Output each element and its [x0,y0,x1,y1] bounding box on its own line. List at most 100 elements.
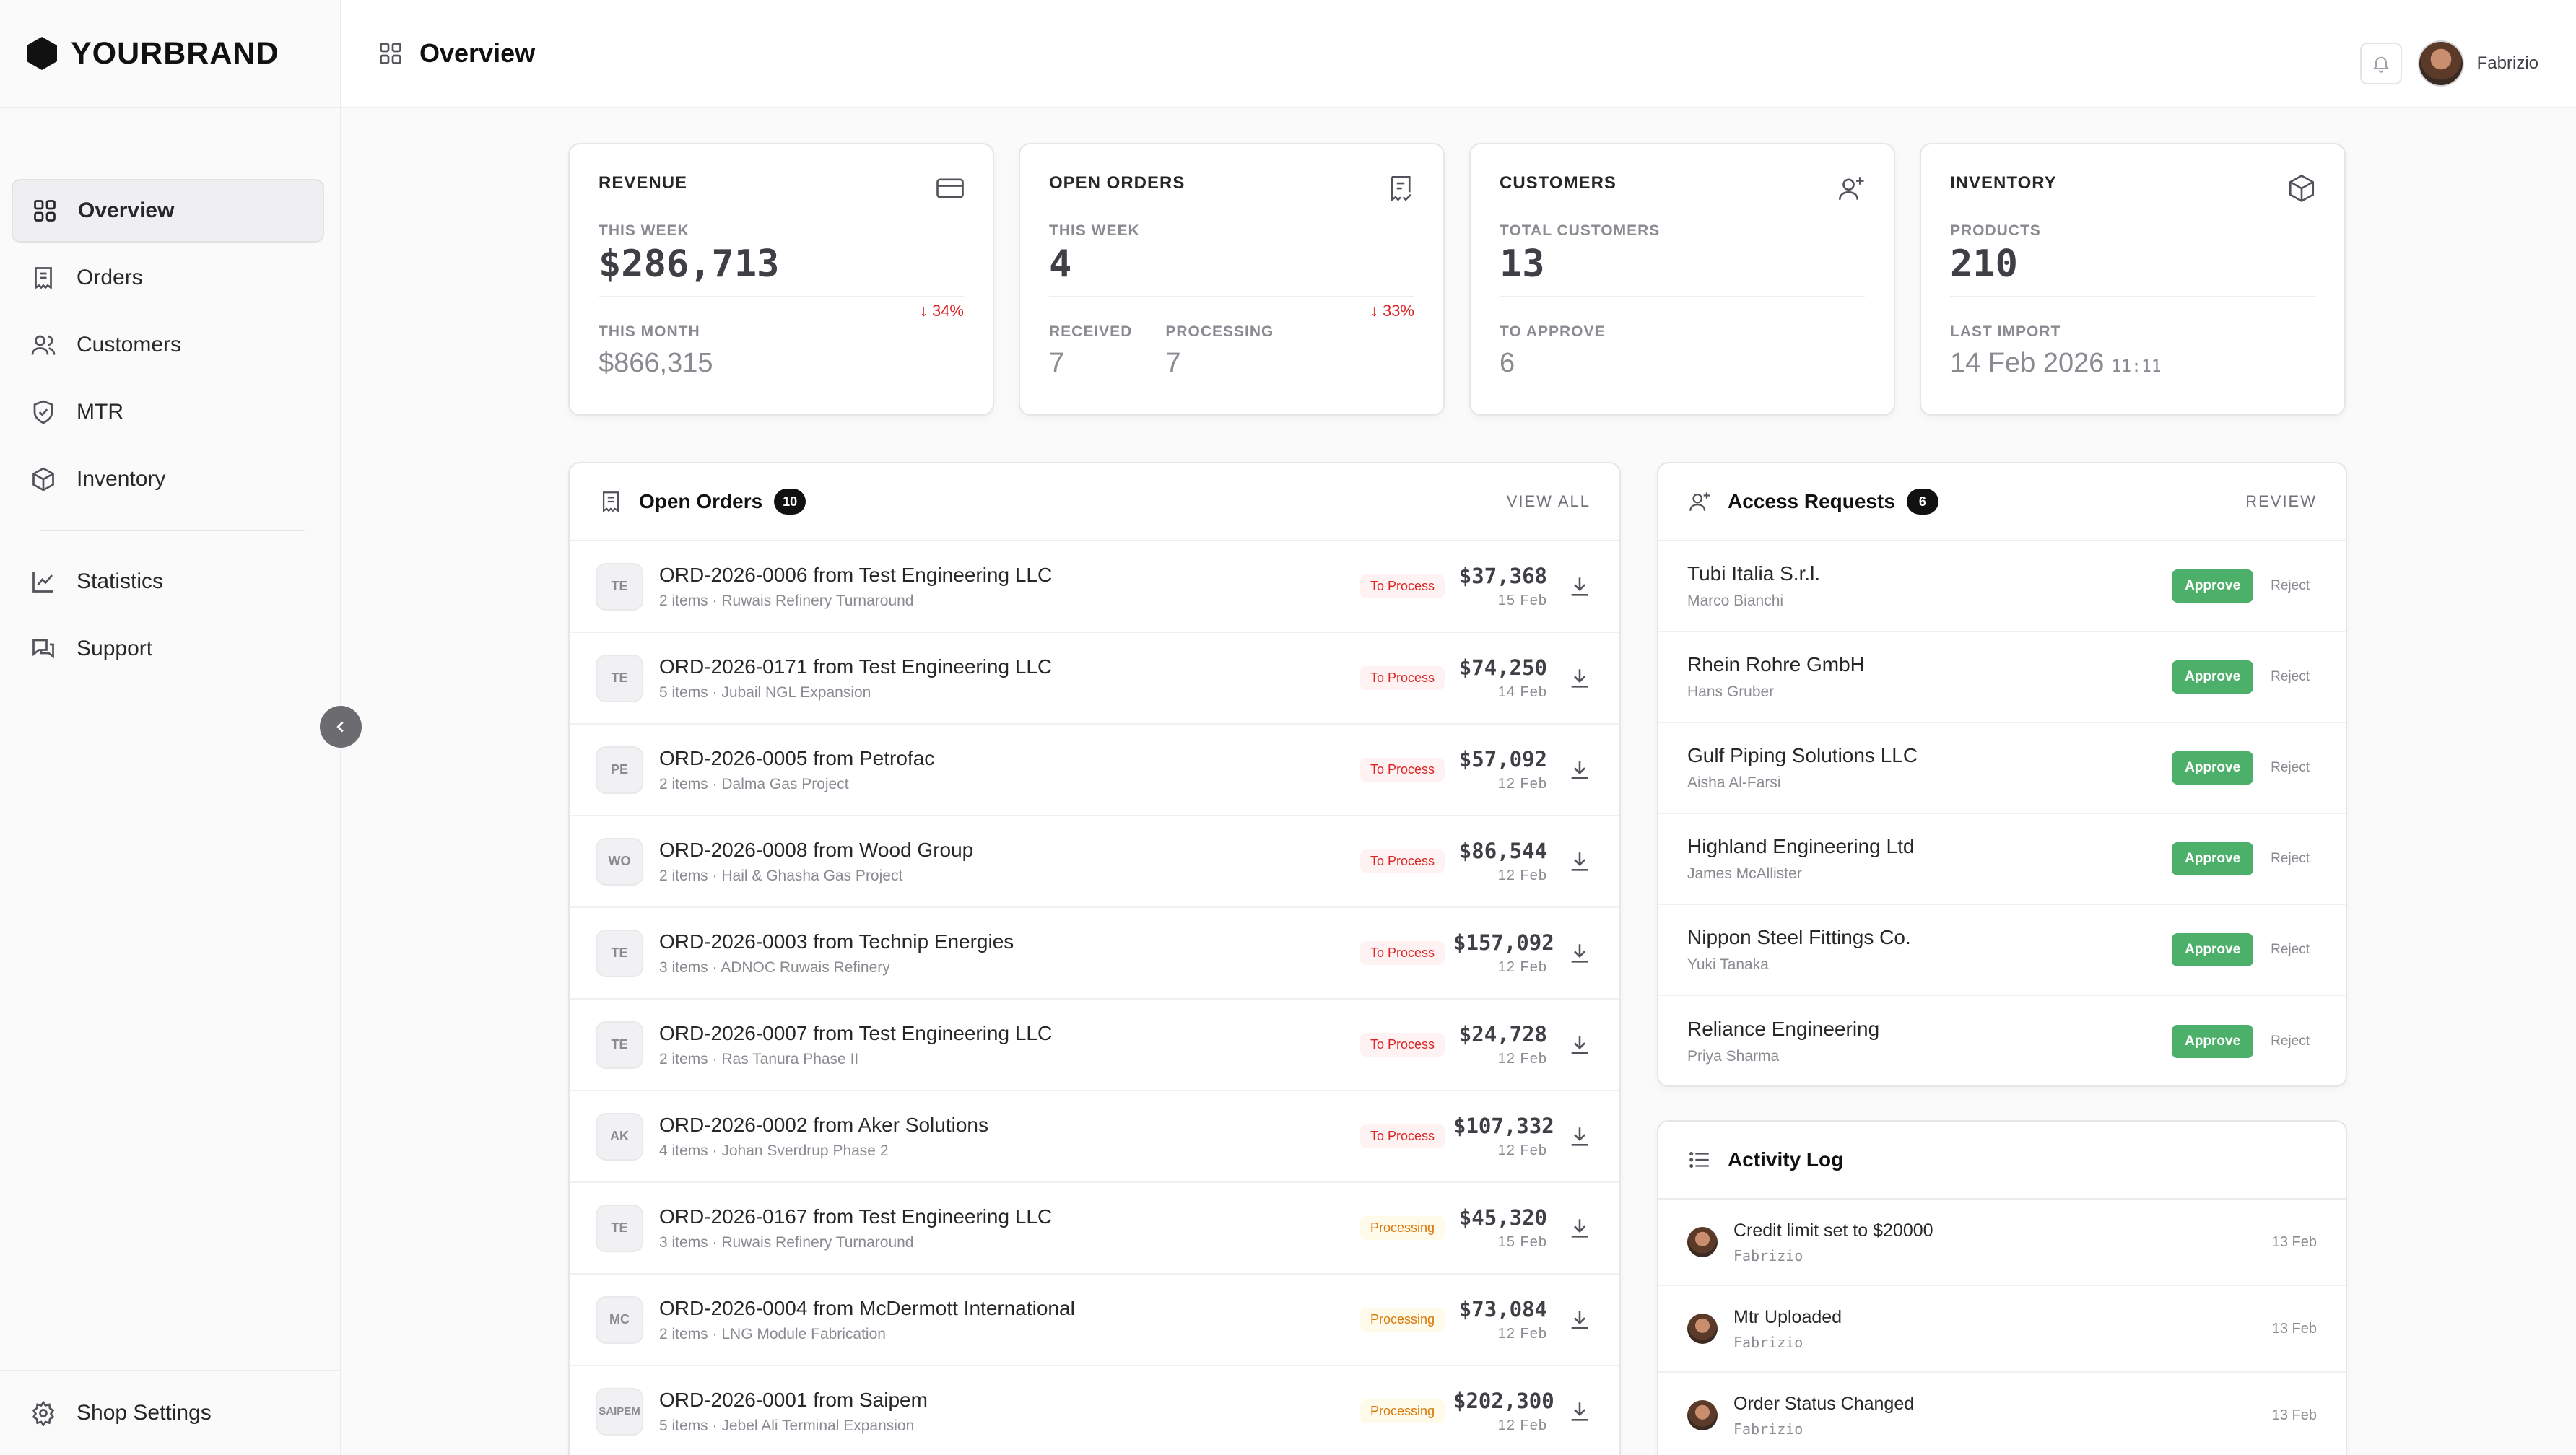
sidebar-item-overview[interactable]: Overview [12,179,324,242]
download-icon[interactable] [1567,1216,1592,1241]
sidebar-item-mtr[interactable]: MTR [12,380,324,444]
reject-button[interactable]: Reject [2271,760,2310,775]
order-row[interactable]: SAIPEM ORD-2026-0001 from Saipem 5 items ·… [570,1366,1619,1455]
approve-button[interactable]: Approve [2172,842,2254,875]
contact-name: Hans Gruber [1687,683,1775,700]
card-secondary-value: 7 [1165,348,1181,378]
download-icon[interactable] [1567,758,1592,782]
sidebar-item-statistics[interactable]: Statistics [12,550,324,613]
sidebar-item-inventory[interactable]: Inventory [12,447,324,511]
download-icon[interactable] [1567,1124,1592,1149]
sidebar-item-customers[interactable]: Customers [12,313,324,377]
order-info: ORD-2026-0006 from Test Engineering LLC 2… [659,564,1052,610]
delta-badge: ↓ 33% [1370,302,1414,320]
order-row[interactable]: AK ORD-2026-0002 from Aker Solutions 4 ite… [570,1091,1619,1183]
download-icon[interactable] [1567,849,1592,874]
collapse-sidebar-button[interactable] [320,706,362,748]
shop-settings-label: Shop Settings [77,1401,212,1425]
order-row[interactable]: WO ORD-2026-0008 from Wood Group 2 items ·… [570,816,1619,908]
card-label: THIS WEEK [1049,222,1140,239]
divider [1950,296,2315,297]
access-request-row: Highland Engineering Ltd James McAllister… [1658,814,2346,905]
open-orders-card[interactable]: OPEN ORDERS THIS WEEK 4 ↓ 33% RECEIVED 7… [1019,143,1445,416]
order-info: ORD-2026-0007 from Test Engineering LLC 2… [659,1022,1052,1068]
shield-check-icon [33,400,53,424]
order-date: 12 Feb [1497,1326,1547,1342]
reject-button[interactable]: Reject [2271,669,2310,684]
shop-settings-link[interactable]: Shop Settings [0,1370,340,1455]
access-request-row: Reliance Engineering Priya Sharma Approve R… [1658,996,2346,1085]
brand[interactable]: YOURBRAND [0,0,340,108]
view-all-link[interactable]: VIEW ALL [1506,492,1591,510]
status-badge: To Process [1359,941,1445,965]
access-request-row: Gulf Piping Solutions LLC Aisha Al-Farsi A… [1658,723,2346,814]
download-icon[interactable] [1567,1308,1592,1332]
order-date: 12 Feb [1497,959,1547,975]
sidebar-item-orders[interactable]: Orders [12,246,324,310]
order-meta: To Process $24,728 12 Feb [1359,1022,1592,1067]
order-row[interactable]: TE ORD-2026-0167 from Test Engineering LL… [570,1183,1619,1275]
order-row[interactable]: PE ORD-2026-0005 from Petrofac 2 items · D… [570,725,1619,816]
user-name[interactable]: Fabrizio [2476,53,2538,73]
access-request-row: Rhein Rohre GmbH Hans Gruber Approve Reject [1658,632,2346,723]
sidebar-item-support[interactable]: Support [12,617,324,681]
approve-button[interactable]: Approve [2172,569,2254,603]
activity-title: Mtr Uploaded [1733,1306,1842,1327]
count-badge: 10 [774,489,806,515]
download-icon[interactable] [1567,1033,1592,1057]
revenue-card[interactable]: REVENUE THIS WEEK $286,713 ↓ 34% THIS MO… [568,143,994,416]
order-title: ORD-2026-0002 from Aker Solutions [659,1113,988,1136]
receipt-check-icon [1391,175,1411,202]
download-icon[interactable] [1567,666,1592,691]
approve-button[interactable]: Approve [2172,933,2254,966]
order-row[interactable]: TE ORD-2026-0171 from Test Engineering LL… [570,633,1619,725]
receipt-icon [35,267,52,290]
customers-card[interactable]: CUSTOMERS TOTAL CUSTOMERS 13 TO APPROVE … [1469,143,1895,416]
company-name: Highland Engineering Ltd [1687,835,1915,857]
order-row[interactable]: TE ORD-2026-0006 from Test Engineering LL… [570,541,1619,633]
activity-user: Fabrizio [1733,1333,1803,1351]
order-row[interactable]: TE ORD-2026-0007 from Test Engineering LL… [570,1000,1619,1091]
order-subtitle: 5 items · Jebel Ali Terminal Expansion [659,1417,915,1434]
access-list: Tubi Italia S.r.l. Marco Bianchi Approve Re… [1658,541,2346,1085]
order-title: ORD-2026-0003 from Technip Energies [659,930,1014,953]
delta-badge: ↓ 34% [919,302,964,320]
order-row[interactable]: TE ORD-2026-0003 from Technip Energies 3 i… [570,908,1619,1000]
order-amount: $57,092 [1458,747,1547,772]
reject-button[interactable]: Reject [2271,851,2310,866]
order-meta: Processing $45,320 15 Feb [1359,1205,1592,1251]
request-info: Highland Engineering Ltd James McAllister [1687,835,1914,883]
panel-title: Open Orders [639,490,763,512]
status-badge: To Process [1359,666,1445,690]
inventory-card[interactable]: INVENTORY PRODUCTS 210 LAST IMPORT 14 Fe… [1920,143,2346,416]
order-amount: $202,300 [1453,1389,1554,1413]
approve-button[interactable]: Approve [2172,660,2254,694]
notifications-button[interactable] [2359,43,2402,84]
order-row[interactable]: MC ORD-2026-0004 from McDermott Internati… [570,1275,1619,1366]
reject-button[interactable]: Reject [2271,942,2310,957]
stat-cards: REVENUE THIS WEEK $286,713 ↓ 34% THIS MO… [568,143,2346,416]
customer-initials: WO [596,837,643,886]
order-amount-col: $86,544 12 Feb [1453,839,1547,884]
card-label: THIS WEEK [599,222,689,239]
download-icon[interactable] [1567,1399,1592,1424]
reject-button[interactable]: Reject [2271,1034,2310,1049]
received-stat: RECEIVED 7 [1049,297,1132,379]
card-value: $286,713 [599,242,780,286]
status-badge: To Process [1359,1033,1445,1057]
review-link[interactable]: REVIEW [2245,492,2317,510]
card-label: THIS MONTH [599,323,700,340]
chevron-left-icon [336,721,344,733]
customer-initials: TE [596,562,643,611]
order-amount-col: $24,728 12 Feb [1453,1022,1547,1067]
download-icon[interactable] [1567,941,1592,966]
order-info: ORD-2026-0171 from Test Engineering LLC 5… [659,655,1052,702]
approve-button[interactable]: Approve [2172,1025,2254,1058]
reject-button[interactable]: Reject [2271,578,2310,593]
request-info: Gulf Piping Solutions LLC Aisha Al-Farsi [1687,744,1918,792]
panel-title: Activity Log [1728,1148,1844,1171]
download-icon[interactable] [1567,574,1592,599]
user-avatar[interactable] [2417,40,2464,87]
order-meta: To Process $74,250 14 Feb [1359,655,1592,701]
approve-button[interactable]: Approve [2172,751,2254,785]
